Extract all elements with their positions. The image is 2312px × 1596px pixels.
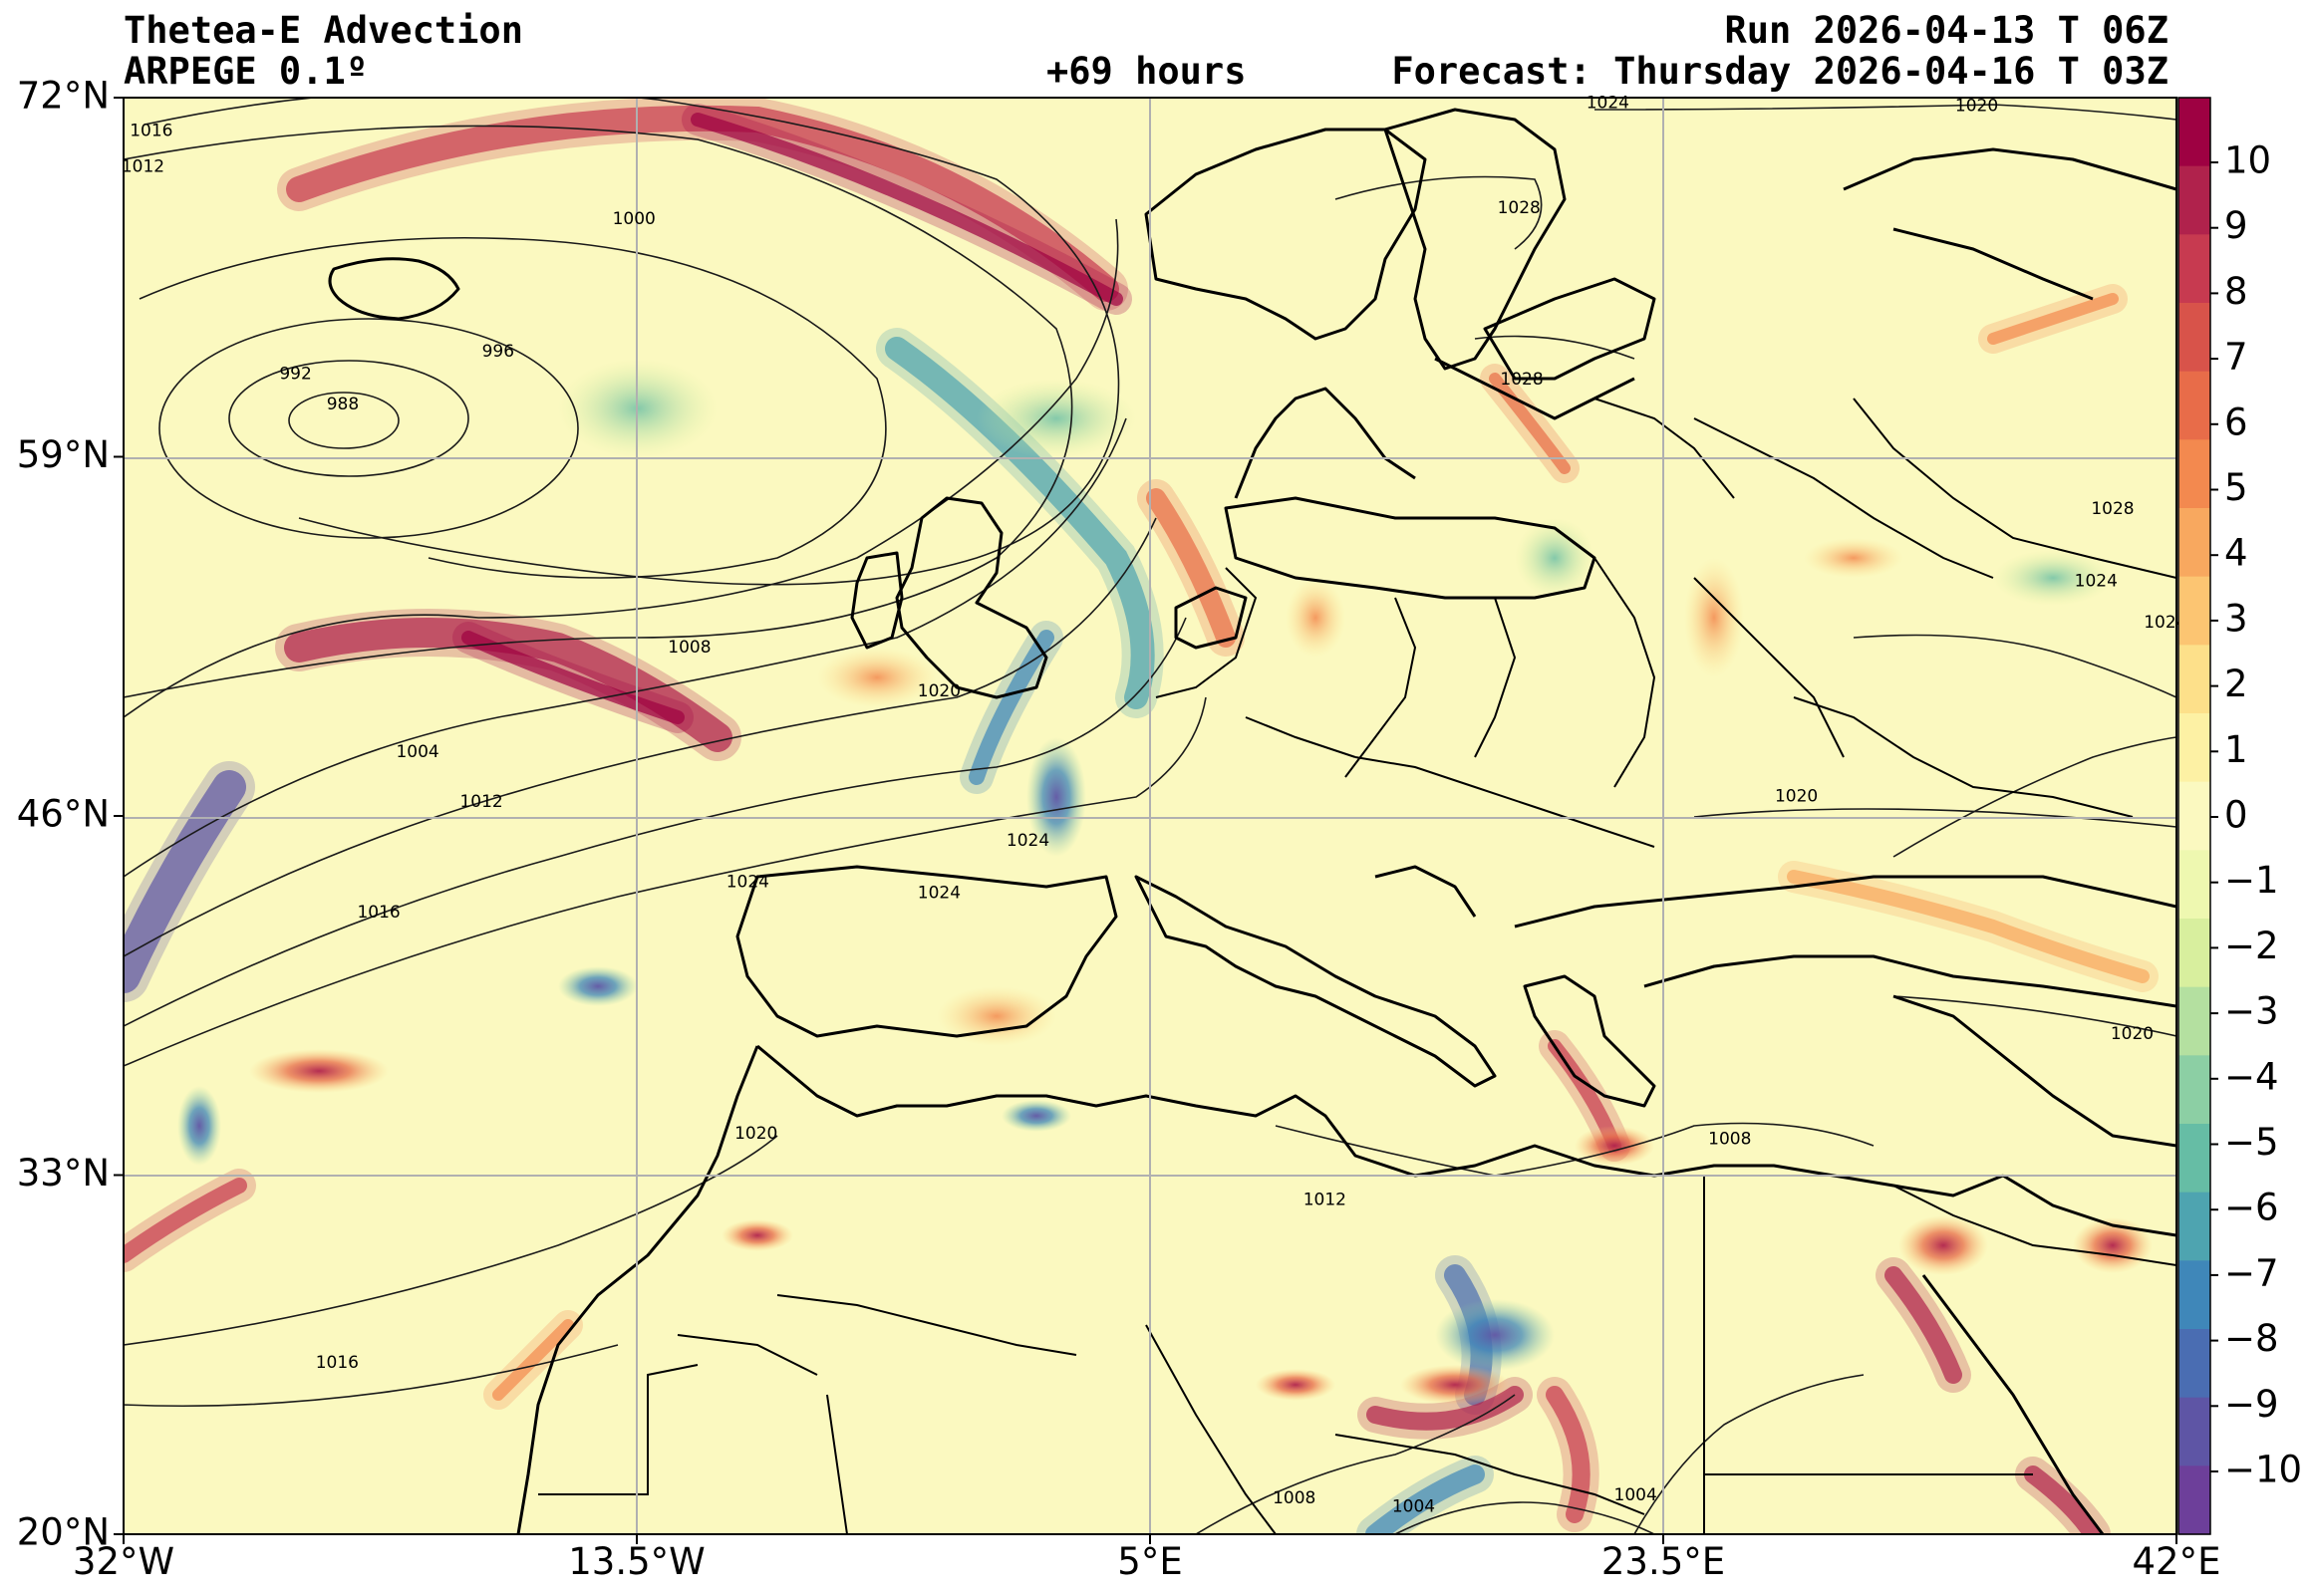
colorbar-tick-label: 1: [2224, 728, 2248, 771]
isobar-label: 1020: [918, 681, 961, 701]
colorbar-swatch: [2178, 645, 2210, 714]
model-name: ARPEGE 0.1º: [124, 50, 369, 93]
isobar-label: 1024: [1587, 94, 1629, 114]
isobar-label: 1008: [1708, 1129, 1751, 1149]
isobar-label: 1016: [357, 903, 400, 923]
isobar-label: 1020: [734, 1124, 777, 1144]
isobar-label: 996: [482, 342, 514, 362]
isobar-label: 992: [279, 364, 311, 384]
colorbar-swatch: [2178, 1124, 2210, 1194]
isobar-labels: 1016 1012 1000 996 992 988 1008 1004 1012 1016 102…: [122, 94, 2187, 1517]
colorbar-swatch: [2178, 508, 2210, 578]
colorbar-tick-label: −7: [2224, 1251, 2279, 1294]
isobar-label: 1000: [613, 209, 656, 229]
isobar-label: 1028: [1500, 370, 1543, 390]
colorbar-swatch: [2178, 1192, 2210, 1261]
isobar-label: 1024: [1007, 831, 1049, 851]
isobar-label: 1028: [2091, 499, 2134, 519]
colorbar-tick-label: −5: [2224, 1121, 2279, 1164]
colorbar-tick-label: −3: [2224, 990, 2279, 1033]
isobar-label: 1004: [1614, 1485, 1657, 1505]
colorbar-swatch: [2178, 371, 2210, 440]
lon-tick-label: 23.5°E: [1601, 1540, 1725, 1583]
colorbar-tick-label: −9: [2224, 1383, 2279, 1426]
isobar-label: 1012: [122, 156, 164, 176]
colorbar-swatch: [2178, 439, 2210, 509]
coastlines: [328, 108, 2176, 1534]
colorbar-swatch: [2178, 1329, 2210, 1399]
lat-tick-label: 46°N: [17, 793, 110, 836]
colorbar-tick-label: −4: [2224, 1055, 2279, 1098]
colorbar-swatch: [2178, 234, 2210, 304]
lon-tick-label: 5°E: [1117, 1540, 1182, 1583]
advection-field: [124, 98, 2159, 1534]
colorbar-swatch: [2178, 576, 2210, 646]
run-time: Run 2026-04-13 T 06Z: [1724, 9, 2168, 52]
colorbar-tick-label: 5: [2224, 466, 2248, 509]
lat-tick-label: 59°N: [17, 433, 110, 476]
colorbar-tick-label: −1: [2224, 859, 2279, 902]
chart-title: Thetea-E Advection: [124, 9, 523, 52]
isobar-label: 988: [327, 395, 359, 414]
colorbar-tick-label: 10: [2224, 139, 2271, 182]
colorbar-swatch: [2178, 1260, 2210, 1330]
isobar-label: 1024: [918, 884, 961, 904]
lon-tick-label: 13.5°W: [568, 1540, 705, 1583]
isobar-label: 1016: [130, 121, 172, 140]
lon-tick-label: 32°W: [73, 1540, 174, 1583]
isobar-label: 1020: [1775, 787, 1818, 807]
colorbar-tick-label: 3: [2224, 597, 2248, 640]
colorbar-swatch: [2178, 1397, 2210, 1466]
lat-tick-label: 33°N: [17, 1152, 110, 1195]
borders: [538, 398, 2176, 1534]
colorbar-tick-label: −10: [2224, 1449, 2302, 1491]
colorbar-tick-label: 8: [2224, 270, 2248, 313]
colorbar-tick-label: −6: [2224, 1187, 2279, 1229]
colorbar-tick-label: 6: [2224, 400, 2248, 443]
colorbar-swatch: [2178, 919, 2210, 988]
isobar-label: 1012: [1303, 1190, 1346, 1209]
colorbar-tick-label: 0: [2224, 794, 2248, 837]
isobar-label: 1020: [2111, 1024, 2154, 1044]
isobar-label: 1008: [668, 638, 711, 658]
colorbar-swatch: [2178, 986, 2210, 1056]
lat-tick-label: 20°N: [17, 1511, 110, 1554]
longitude-axis: 32°W 13.5°W 5°E 23.5°E 42°E: [73, 1534, 2221, 1583]
colorbar-swatch: [2178, 98, 2210, 167]
isobar-label: 1016: [316, 1353, 359, 1373]
colorbar-tick-label: −2: [2224, 925, 2279, 967]
isobar-label: 1024: [726, 873, 769, 893]
colorbar-tick-label: 9: [2224, 204, 2248, 247]
isobar-label: 1028: [1498, 198, 1541, 218]
colorbar-swatch: [2178, 781, 2210, 851]
isobar-label: 1024: [2075, 571, 2118, 591]
isobars: [124, 98, 2176, 1534]
colorbar-swatch: [2178, 850, 2210, 920]
colorbar-swatch: [2178, 303, 2210, 373]
colorbar-tick-label: 4: [2224, 532, 2248, 575]
lead-time: +69 hours: [1046, 50, 1247, 93]
colorbar-swatch: [2178, 1055, 2210, 1125]
colorbar-swatch: [2178, 713, 2210, 783]
forecast-time: Forecast: Thursday 2026-04-16 T 03Z: [1391, 50, 2168, 93]
isobar-label: 1004: [396, 742, 438, 762]
colorbar-swatch: [2178, 1465, 2210, 1535]
colorbar-tick-label: 7: [2224, 336, 2248, 379]
graticule: [124, 98, 2176, 1534]
colorbar-tick-label: −8: [2224, 1317, 2279, 1360]
colorbar-swatch: [2178, 165, 2210, 235]
isobar-label: 1012: [459, 792, 502, 812]
isobar-label: 1020: [1955, 96, 1998, 116]
isobar-label: 1008: [1273, 1488, 1315, 1508]
lat-tick-label: 72°N: [17, 75, 110, 118]
lon-tick-label: 42°E: [2133, 1540, 2221, 1583]
colorbar-tick-label: 2: [2224, 663, 2248, 705]
isobar-label: 1004: [1392, 1496, 1435, 1516]
latitude-axis: 72°N 59°N 46°N 33°N 20°N: [17, 75, 124, 1554]
